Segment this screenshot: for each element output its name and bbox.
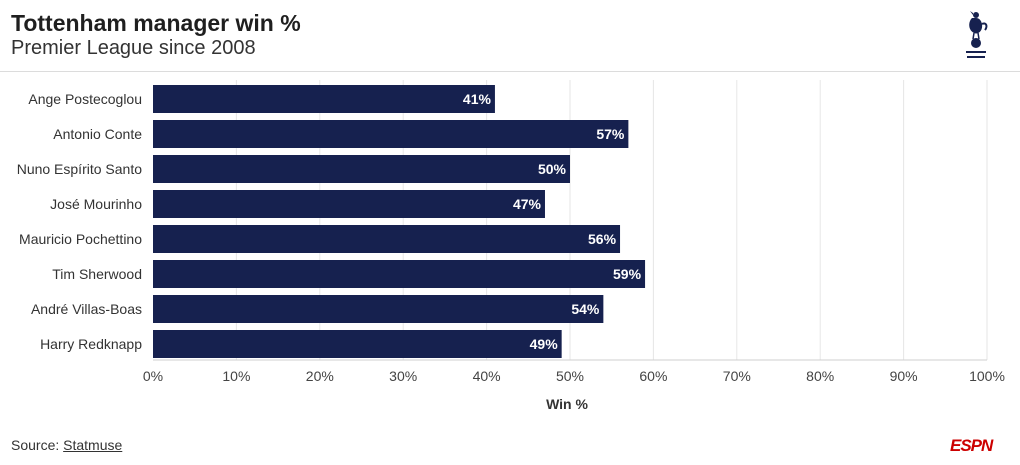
category-label: José Mourinho: [50, 196, 142, 212]
source-note: Source: Statmuse: [11, 437, 122, 453]
header-divider: [0, 71, 1020, 72]
bar: [153, 295, 604, 323]
bar-chart: 41% Ange Postecoglou 57% Antonio Conte 50% Nu…: [17, 80, 1005, 412]
category-label: Nuno Espírito Santo: [17, 161, 143, 177]
bar: [153, 85, 495, 113]
bar-value-label: 54%: [571, 301, 600, 317]
bar-value-label: 57%: [596, 126, 625, 142]
x-tick-label: 40%: [473, 368, 501, 384]
bar: [153, 190, 545, 218]
bar: [153, 330, 562, 358]
bar-value-label: 47%: [513, 196, 542, 212]
category-label: Harry Redknapp: [40, 336, 142, 352]
x-tick-label: 60%: [639, 368, 667, 384]
x-axis-label: Win %: [546, 396, 588, 412]
category-label: Tim Sherwood: [52, 266, 142, 282]
bar: [153, 225, 621, 253]
x-tick-label: 10%: [222, 368, 250, 384]
category-label: Antonio Conte: [53, 126, 142, 142]
bar: [153, 155, 570, 183]
x-tick-label: 70%: [723, 368, 751, 384]
bar: [153, 120, 629, 148]
bar-value-label: 50%: [538, 161, 567, 177]
espn-logo: ESPN: [950, 436, 995, 454]
x-tick-label: 80%: [806, 368, 834, 384]
bar-value-label: 59%: [613, 266, 642, 282]
category-label: Ange Postecoglou: [28, 91, 142, 107]
category-label: André Villas-Boas: [31, 301, 142, 317]
x-tick-label: 30%: [389, 368, 417, 384]
x-tick-label: 50%: [556, 368, 584, 384]
bar-value-label: 49%: [530, 336, 559, 352]
source-prefix: Source:: [11, 437, 64, 453]
chart-subtitle: Premier League since 2008: [11, 37, 256, 59]
tottenham-logo: [966, 11, 988, 58]
bar-value-label: 41%: [463, 91, 492, 107]
bar-value-label: 56%: [588, 231, 617, 247]
espn-logo-text: ESPN: [950, 436, 994, 454]
category-label: Mauricio Pochettino: [19, 231, 142, 247]
x-tick-label: 90%: [890, 368, 918, 384]
x-tick-label: 0%: [143, 368, 163, 384]
source-link[interactable]: Statmuse: [63, 437, 123, 453]
x-tick-label: 20%: [306, 368, 334, 384]
chart-title: Tottenham manager win %: [11, 10, 301, 36]
bar: [153, 260, 646, 288]
x-tick-label: 100%: [969, 368, 1005, 384]
